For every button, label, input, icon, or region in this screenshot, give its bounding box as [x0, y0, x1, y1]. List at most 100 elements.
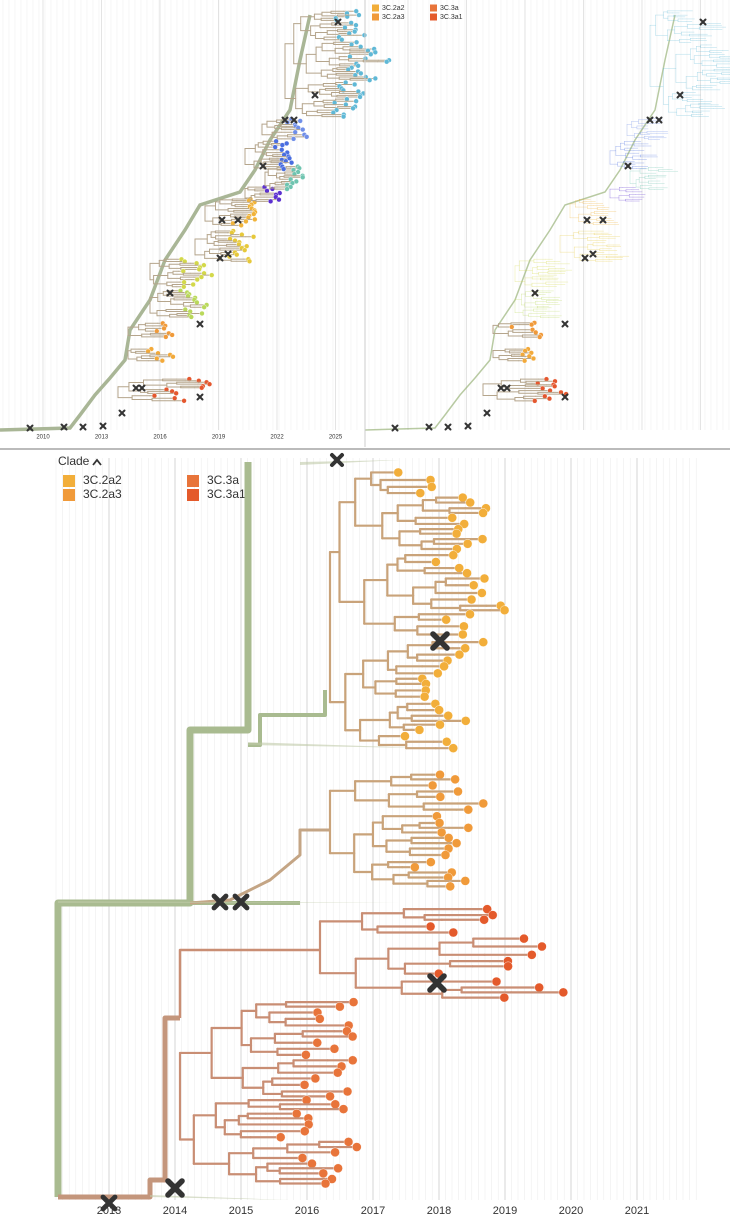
tip: [499, 605, 510, 615]
marker-x: [100, 1194, 118, 1212]
marker-x: [281, 116, 289, 124]
tip: [300, 126, 306, 133]
legend-swatch[interactable]: [187, 475, 199, 487]
marker-x: [676, 91, 684, 99]
tip: [439, 661, 449, 672]
tip: [546, 396, 553, 402]
trunk: [178, 948, 320, 1018]
tip: [252, 216, 258, 222]
tip: [198, 274, 205, 280]
tip: [491, 976, 502, 987]
tip: [353, 98, 359, 104]
legend-label[interactable]: 3C.2a2: [83, 473, 122, 487]
tip: [445, 881, 455, 892]
tip: [332, 1067, 343, 1078]
marker-x: [427, 973, 447, 993]
legend-title[interactable]: Clade: [58, 454, 90, 468]
marker-x: [138, 384, 146, 392]
marker-x: [165, 1178, 185, 1198]
legend-label[interactable]: 3C.3a1: [207, 487, 246, 501]
tip: [532, 398, 538, 404]
tip: [465, 609, 475, 619]
tip: [542, 393, 548, 399]
tip: [243, 218, 249, 225]
tip: [434, 818, 445, 828]
tip: [499, 992, 509, 1003]
tip: [463, 823, 474, 833]
marker-x: [259, 162, 267, 170]
legend-swatch: [372, 4, 379, 12]
tip: [477, 588, 487, 598]
tip: [161, 325, 167, 332]
marker-x: [561, 393, 569, 401]
tip: [206, 381, 213, 387]
tip: [333, 1163, 343, 1173]
tip: [433, 668, 443, 679]
tip: [465, 497, 475, 508]
tip: [463, 804, 473, 815]
tip: [435, 792, 446, 802]
tip: [301, 1050, 311, 1060]
legend-label[interactable]: 3C.3a: [207, 473, 239, 487]
x-tick-label: 2025: [329, 435, 343, 441]
legend-swatch[interactable]: [63, 489, 75, 501]
trunk: [189, 828, 330, 905]
trunk: [54, 462, 252, 1197]
tip: [201, 262, 207, 268]
tip: [315, 1014, 325, 1024]
tip: [172, 395, 178, 401]
tip: [368, 51, 374, 57]
legend-swatch[interactable]: [63, 475, 75, 487]
legend-swatch[interactable]: [187, 489, 199, 501]
tip: [339, 37, 345, 43]
tip: [414, 725, 425, 735]
tip: [268, 198, 274, 204]
tip: [272, 144, 278, 150]
tip: [462, 568, 472, 578]
marker-x: [699, 18, 707, 26]
marker-x: [430, 631, 450, 651]
tip: [348, 1055, 358, 1065]
tip: [435, 719, 445, 730]
tip: [547, 388, 553, 394]
tip: [325, 1091, 335, 1102]
tip: [447, 513, 457, 523]
tip: [330, 1147, 340, 1158]
tip: [264, 188, 270, 194]
marker-x: [232, 893, 250, 911]
tip: [355, 63, 361, 69]
marker-x: [166, 289, 174, 297]
legend-label: 3C.3a: [440, 5, 459, 12]
tip: [297, 118, 303, 124]
tip: [425, 921, 436, 932]
marker-x: [391, 424, 399, 432]
marker-x: [132, 384, 140, 392]
marker-x: [583, 216, 591, 224]
tip: [163, 334, 169, 340]
marker-x: [483, 409, 491, 417]
legend-swatch: [430, 4, 437, 12]
legend-label[interactable]: 3C.2a3: [83, 487, 122, 501]
tip: [348, 41, 355, 48]
tip: [384, 59, 390, 65]
marker-x: [425, 423, 433, 431]
tip: [460, 643, 470, 653]
tip: [540, 385, 546, 391]
tip: [459, 621, 469, 632]
tip: [522, 358, 528, 364]
tip: [477, 534, 488, 544]
tip: [448, 927, 458, 938]
collapse-caret[interactable]: [92, 458, 102, 466]
tip: [181, 398, 187, 404]
tip: [182, 258, 188, 265]
tip: [352, 1142, 362, 1152]
tip: [537, 334, 543, 340]
x-tick-label: 2015: [229, 1205, 253, 1217]
legend-label: 3C.3a1: [440, 14, 463, 21]
tip: [242, 247, 248, 253]
tip: [335, 1001, 345, 1012]
tip: [238, 222, 244, 228]
tip: [479, 573, 490, 584]
tip: [558, 987, 569, 998]
tip: [529, 322, 535, 328]
